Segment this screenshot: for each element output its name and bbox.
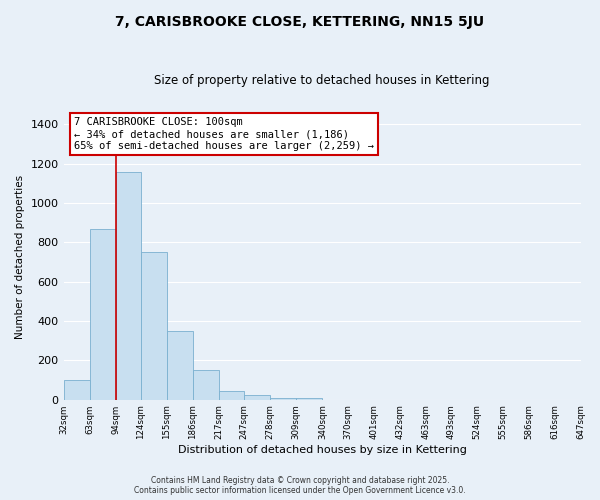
X-axis label: Distribution of detached houses by size in Kettering: Distribution of detached houses by size … <box>178 445 466 455</box>
Y-axis label: Number of detached properties: Number of detached properties <box>15 175 25 339</box>
Text: Contains HM Land Registry data © Crown copyright and database right 2025.
Contai: Contains HM Land Registry data © Crown c… <box>134 476 466 495</box>
Bar <box>64 380 89 400</box>
Title: Size of property relative to detached houses in Kettering: Size of property relative to detached ho… <box>154 74 490 87</box>
Bar <box>219 391 244 400</box>
Bar <box>141 252 167 400</box>
Bar <box>167 331 193 400</box>
Bar <box>89 228 116 400</box>
Bar <box>116 172 141 400</box>
Bar <box>244 395 271 400</box>
Bar <box>271 398 296 400</box>
Bar <box>193 370 219 400</box>
Text: 7 CARISBROOKE CLOSE: 100sqm
← 34% of detached houses are smaller (1,186)
65% of : 7 CARISBROOKE CLOSE: 100sqm ← 34% of det… <box>74 118 374 150</box>
Bar <box>296 398 322 400</box>
Text: 7, CARISBROOKE CLOSE, KETTERING, NN15 5JU: 7, CARISBROOKE CLOSE, KETTERING, NN15 5J… <box>115 15 485 29</box>
